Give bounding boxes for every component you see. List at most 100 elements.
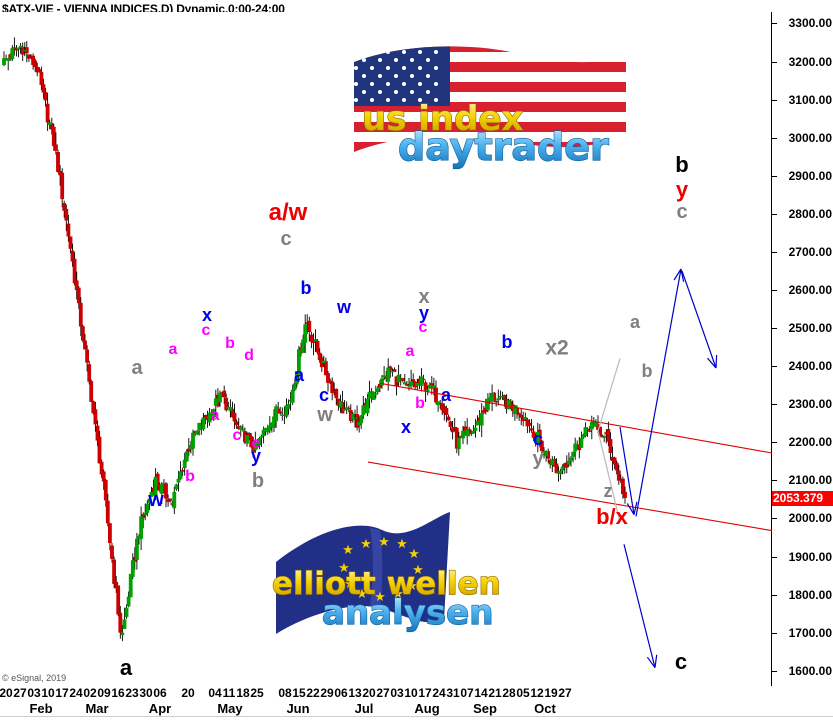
time-tick-day: 09 (97, 686, 111, 700)
time-tick-day: 20 (0, 686, 13, 700)
wave-label-c-blue-2: c (532, 429, 544, 449)
arrow-plunge-to-c (623, 544, 658, 669)
wave-label-aw-red: a/w (268, 199, 308, 226)
wave-label-x-blue-1: x (201, 305, 213, 325)
price-axis[interactable]: 3300.00 3200.00 3100.00 3000.00 2900.00 2800.… (772, 12, 833, 686)
wave-label-e-mag-1: e (251, 435, 261, 452)
price-tick-label: 1600.00 (788, 663, 832, 678)
time-tick-day: 20 (362, 686, 376, 700)
price-tick-label: 2800.00 (788, 206, 832, 221)
price-tick-mark (772, 480, 777, 482)
wave-label-a-blue-2: a (440, 385, 452, 405)
svg-text:★: ★ (374, 590, 386, 605)
time-tick-day: 10 (41, 686, 55, 700)
copyright-notice: © eSignal, 2019 (2, 673, 67, 683)
time-tick-month: Feb (29, 701, 53, 716)
wave-label-c-mag-1: c (201, 322, 211, 339)
svg-text:★: ★ (412, 563, 424, 578)
svg-text:★: ★ (360, 537, 372, 552)
logo-us-index-daytrader: us index daytrader (340, 38, 630, 170)
price-tick-label: 2000.00 (788, 511, 832, 526)
time-tick-month: Jul (354, 701, 374, 716)
wave-label-b-mag-3: b (415, 395, 425, 412)
wave-label-w-blue-2: w (336, 297, 352, 317)
arrow-rally-to-b (635, 268, 685, 517)
time-tick-month: Aug (414, 701, 440, 716)
time-tick-day: 03 (27, 686, 41, 700)
logo-top-line1: us index (362, 99, 524, 139)
wave-label-b-blue-2: b (501, 332, 513, 352)
time-tick-day: 27 (13, 686, 27, 700)
logo-top-line2: daytrader (398, 125, 609, 169)
time-tick-day: 13 (348, 686, 362, 700)
time-tick-day: 08 (278, 686, 292, 700)
price-tick-mark (772, 328, 777, 330)
wave-label-b-mag-2: b (225, 335, 235, 352)
wave-label-z-grey: z (603, 481, 613, 501)
wave-label-w-grey-1: w (317, 404, 333, 426)
time-tick-month: Jun (286, 701, 310, 716)
svg-text:★: ★ (406, 579, 418, 594)
time-tick-day: 05 (516, 686, 530, 700)
svg-text:★: ★ (392, 587, 404, 602)
time-axis[interactable]: 20 27 03 10 17 24 02 09 16 23 30 06 20 04 11 18 25 08 15 22… (0, 686, 833, 726)
price-tick-mark (772, 632, 777, 634)
svg-text:★: ★ (338, 561, 350, 576)
time-tick-day: 21 (488, 686, 502, 700)
channel-lines (367, 382, 772, 532)
price-tick-label: 3100.00 (788, 92, 832, 107)
price-tick-mark (772, 366, 777, 368)
wave-label-b-black-top: b (675, 152, 689, 177)
wave-label-a-grey-1: a (131, 357, 143, 379)
wave-label-c-mag-3: c (418, 319, 428, 336)
wave-label-x-grey-1: x (418, 286, 430, 308)
wave-label-a-grey-2: a (629, 312, 641, 332)
wave-label-x-blue-2: x (400, 417, 412, 437)
svg-text:★: ★ (356, 587, 368, 602)
time-tick-day: 07 (460, 686, 474, 700)
time-tick-day: 28 (502, 686, 516, 700)
time-tick-day: 15 (292, 686, 306, 700)
wave-label-d-mag-1: d (244, 347, 254, 364)
eu-stars: ★ ★ ★ ★★★ ★★★ ★★★ (338, 535, 424, 605)
wave-label-b-grey-2: b (641, 361, 653, 381)
time-tick-day: 30 (139, 686, 153, 700)
time-tick-day: 12 (530, 686, 544, 700)
time-tick-month: Oct (534, 701, 556, 716)
price-tick-label: 1900.00 (788, 549, 832, 564)
price-tick-mark (772, 289, 777, 291)
time-tick-day: 29 (320, 686, 334, 700)
logo-elliott-wellen-analysen: ★ ★ ★ ★ ★ ★ ★ ★ ★ ★ ★ ★ elliott wellen analysen (252, 502, 552, 642)
bottom-rule (0, 716, 833, 717)
time-tick-day: 25 (250, 686, 264, 700)
wave-label-c-grey-top: c (676, 201, 688, 223)
price-tick-mark (772, 213, 777, 215)
price-tick-label: 3000.00 (788, 130, 832, 145)
time-tick-day: 02 (83, 686, 97, 700)
time-tick-day: 06 (153, 686, 167, 700)
candles-down (8, 37, 627, 639)
wave-label-y-grey-1: y (532, 448, 544, 470)
svg-text:★: ★ (342, 543, 354, 558)
price-tick-label: 1800.00 (788, 587, 832, 602)
svg-text:★: ★ (344, 577, 356, 592)
price-tick-label: 2300.00 (788, 397, 832, 412)
logo-bottom-line2: analysen (322, 593, 493, 633)
time-tick-day: 17 (418, 686, 432, 700)
time-tick-month: Sep (473, 701, 497, 716)
time-tick-day: 22 (306, 686, 320, 700)
wave-label-y-blue-1: y (250, 446, 262, 466)
time-tick-day: 18 (236, 686, 250, 700)
wave-label-y-blue-2: y (418, 303, 430, 323)
price-tick-mark (772, 137, 777, 139)
candles-up (2, 42, 607, 642)
svg-text:★: ★ (396, 537, 408, 552)
svg-text:★: ★ (408, 547, 420, 562)
time-tick-day: 27 (558, 686, 572, 700)
time-tick-month: Apr (148, 701, 172, 716)
price-tick-mark (772, 594, 777, 596)
price-tick-mark (772, 61, 777, 63)
wave-label-b-blue-1: b (300, 278, 312, 298)
time-tick-month: Mar (85, 701, 109, 716)
